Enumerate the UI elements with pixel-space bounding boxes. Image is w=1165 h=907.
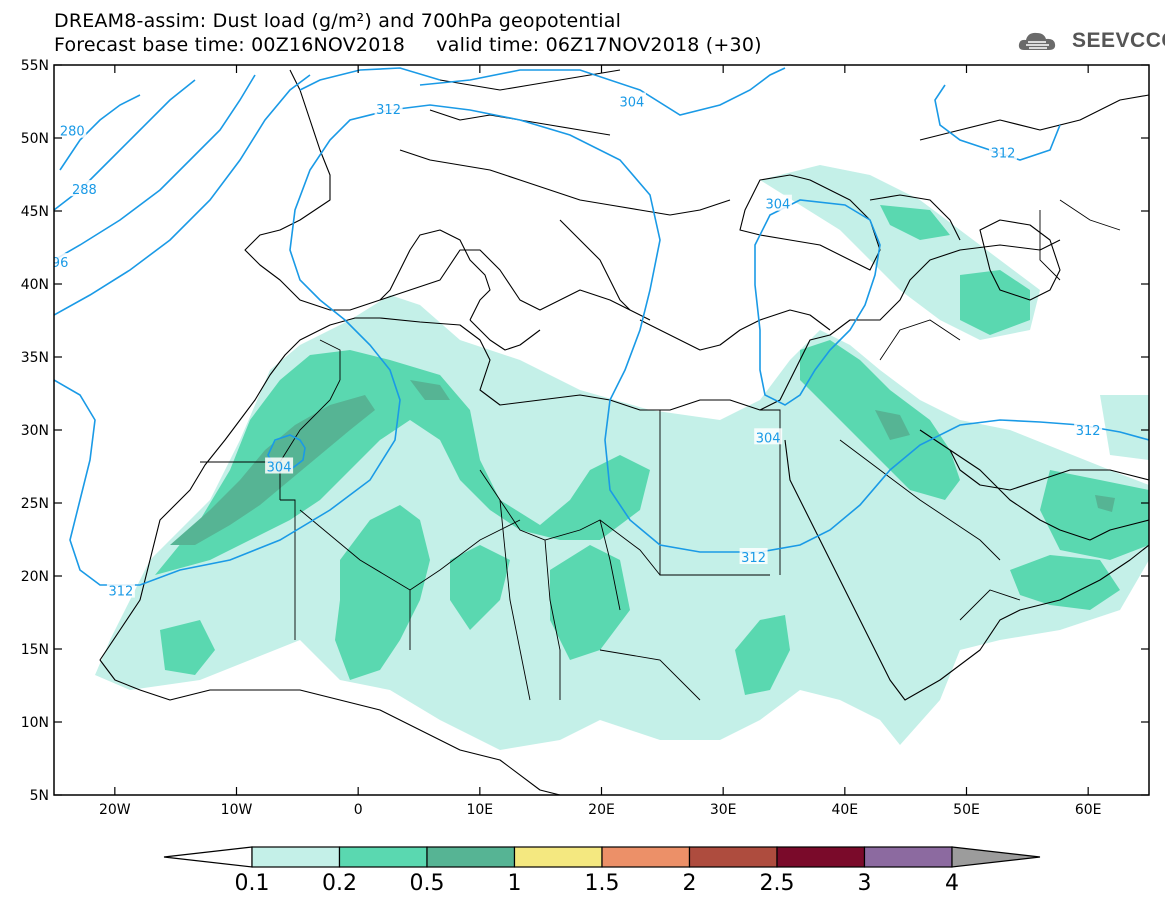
colorbar-segment	[601, 846, 691, 868]
colorbar-high-triangle	[951, 846, 1041, 868]
contour-label: 96	[52, 256, 69, 271]
colorbar-segment	[776, 846, 866, 868]
contour-label: 312	[109, 585, 134, 600]
axis-ticks: 55N 50N 45N 40N 35N 30N 25N 20N 15N 10N 5N 20W 10W 0 1…	[21, 58, 1149, 818]
dust-load-medium-shading	[155, 205, 1149, 695]
contour-label: 312	[741, 551, 766, 566]
lon-tick-label: 20E	[588, 802, 615, 818]
lon-tick-label: 10E	[466, 802, 493, 818]
lat-tick-label: 30N	[21, 423, 49, 439]
lat-tick-label: 10N	[21, 715, 49, 731]
contour-label-bg	[763, 194, 792, 211]
lat-tick-label: 45N	[21, 204, 49, 220]
colorbar-label: 4	[945, 871, 959, 896]
contour-label-bg	[739, 548, 768, 565]
lon-tick-label: 40E	[831, 802, 858, 818]
contour-label: 304	[766, 198, 791, 213]
contour-label: 304	[756, 431, 781, 446]
lon-tick-label: 0	[354, 802, 363, 818]
contour-label-bg	[374, 99, 403, 116]
lon-tick-label: 10W	[221, 802, 253, 818]
contour-label-bg	[754, 428, 783, 445]
lat-tick-label: 35N	[21, 350, 49, 366]
colorbar-segment	[251, 846, 341, 868]
contour-label-bg	[1074, 421, 1103, 437]
map-subtitle: Forecast base time: 00Z16NOV2018 valid t…	[54, 34, 762, 56]
colorbar: 0.1 0.2 0.5 1 1.5 2 2.5 3 4	[163, 846, 1041, 896]
contour-label-bg	[989, 143, 1017, 160]
colorbar-label: 0.1	[235, 871, 270, 896]
colorbar-label: 0.2	[322, 871, 357, 896]
coastlines	[99, 69, 1149, 795]
lat-tick-label: 55N	[21, 58, 49, 74]
country-borders	[200, 199, 1121, 701]
contour-label: 312	[376, 103, 401, 118]
colorbar-segment	[688, 846, 778, 868]
contour-label-bg	[265, 457, 294, 474]
logo-text: SEEVCCC	[1072, 29, 1165, 52]
colorbar-segment	[426, 846, 516, 868]
lat-tick-label: 20N	[21, 569, 49, 585]
colorbar-segment	[863, 846, 953, 868]
colorbar-label: 2	[683, 871, 697, 896]
lon-tick-label: 50E	[953, 802, 980, 818]
colorbar-label: 1	[508, 871, 522, 896]
lon-tick-label: 30E	[710, 802, 737, 818]
contour-label: 312	[991, 147, 1016, 162]
colorbar-label: 1.5	[585, 871, 620, 896]
lon-tick-label: 20W	[99, 802, 131, 818]
contour-label: 288	[72, 183, 97, 198]
lat-tick-label: 40N	[21, 277, 49, 293]
lon-tick-label: 60E	[1075, 802, 1102, 818]
colorbar-label: 0.5	[410, 871, 445, 896]
contour-label-bg	[106, 581, 135, 598]
geopotential-contours	[54, 67, 1149, 586]
contour-label-bg	[70, 180, 99, 197]
colorbar-label: 2.5	[760, 871, 795, 896]
lat-tick-label: 50N	[21, 131, 49, 147]
lat-tick-label: 25N	[21, 496, 49, 512]
lat-tick-label: 15N	[21, 642, 49, 658]
contour-label-bg	[617, 92, 646, 109]
contour-label: 280	[60, 125, 85, 140]
colorbar-segment	[513, 846, 603, 868]
contour-label: 312	[1076, 424, 1101, 439]
lat-tick-label: 5N	[30, 788, 49, 804]
contour-labels: 280 288 96 312 304 312 304 304 304 312 312 312	[52, 92, 1103, 600]
cloud-logo-icon	[1018, 32, 1056, 50]
contour-label-bg	[54, 253, 75, 270]
colorbar-label: 3	[858, 871, 872, 896]
contour-label: 304	[620, 96, 645, 111]
contour-label: 304	[267, 461, 292, 476]
contour-label-bg	[58, 121, 87, 138]
map-title: DREAM8-assim: Dust load (g/m²) and 700hP…	[54, 10, 622, 32]
colorbar-low-triangle	[163, 846, 253, 868]
colorbar-segment	[338, 846, 428, 868]
